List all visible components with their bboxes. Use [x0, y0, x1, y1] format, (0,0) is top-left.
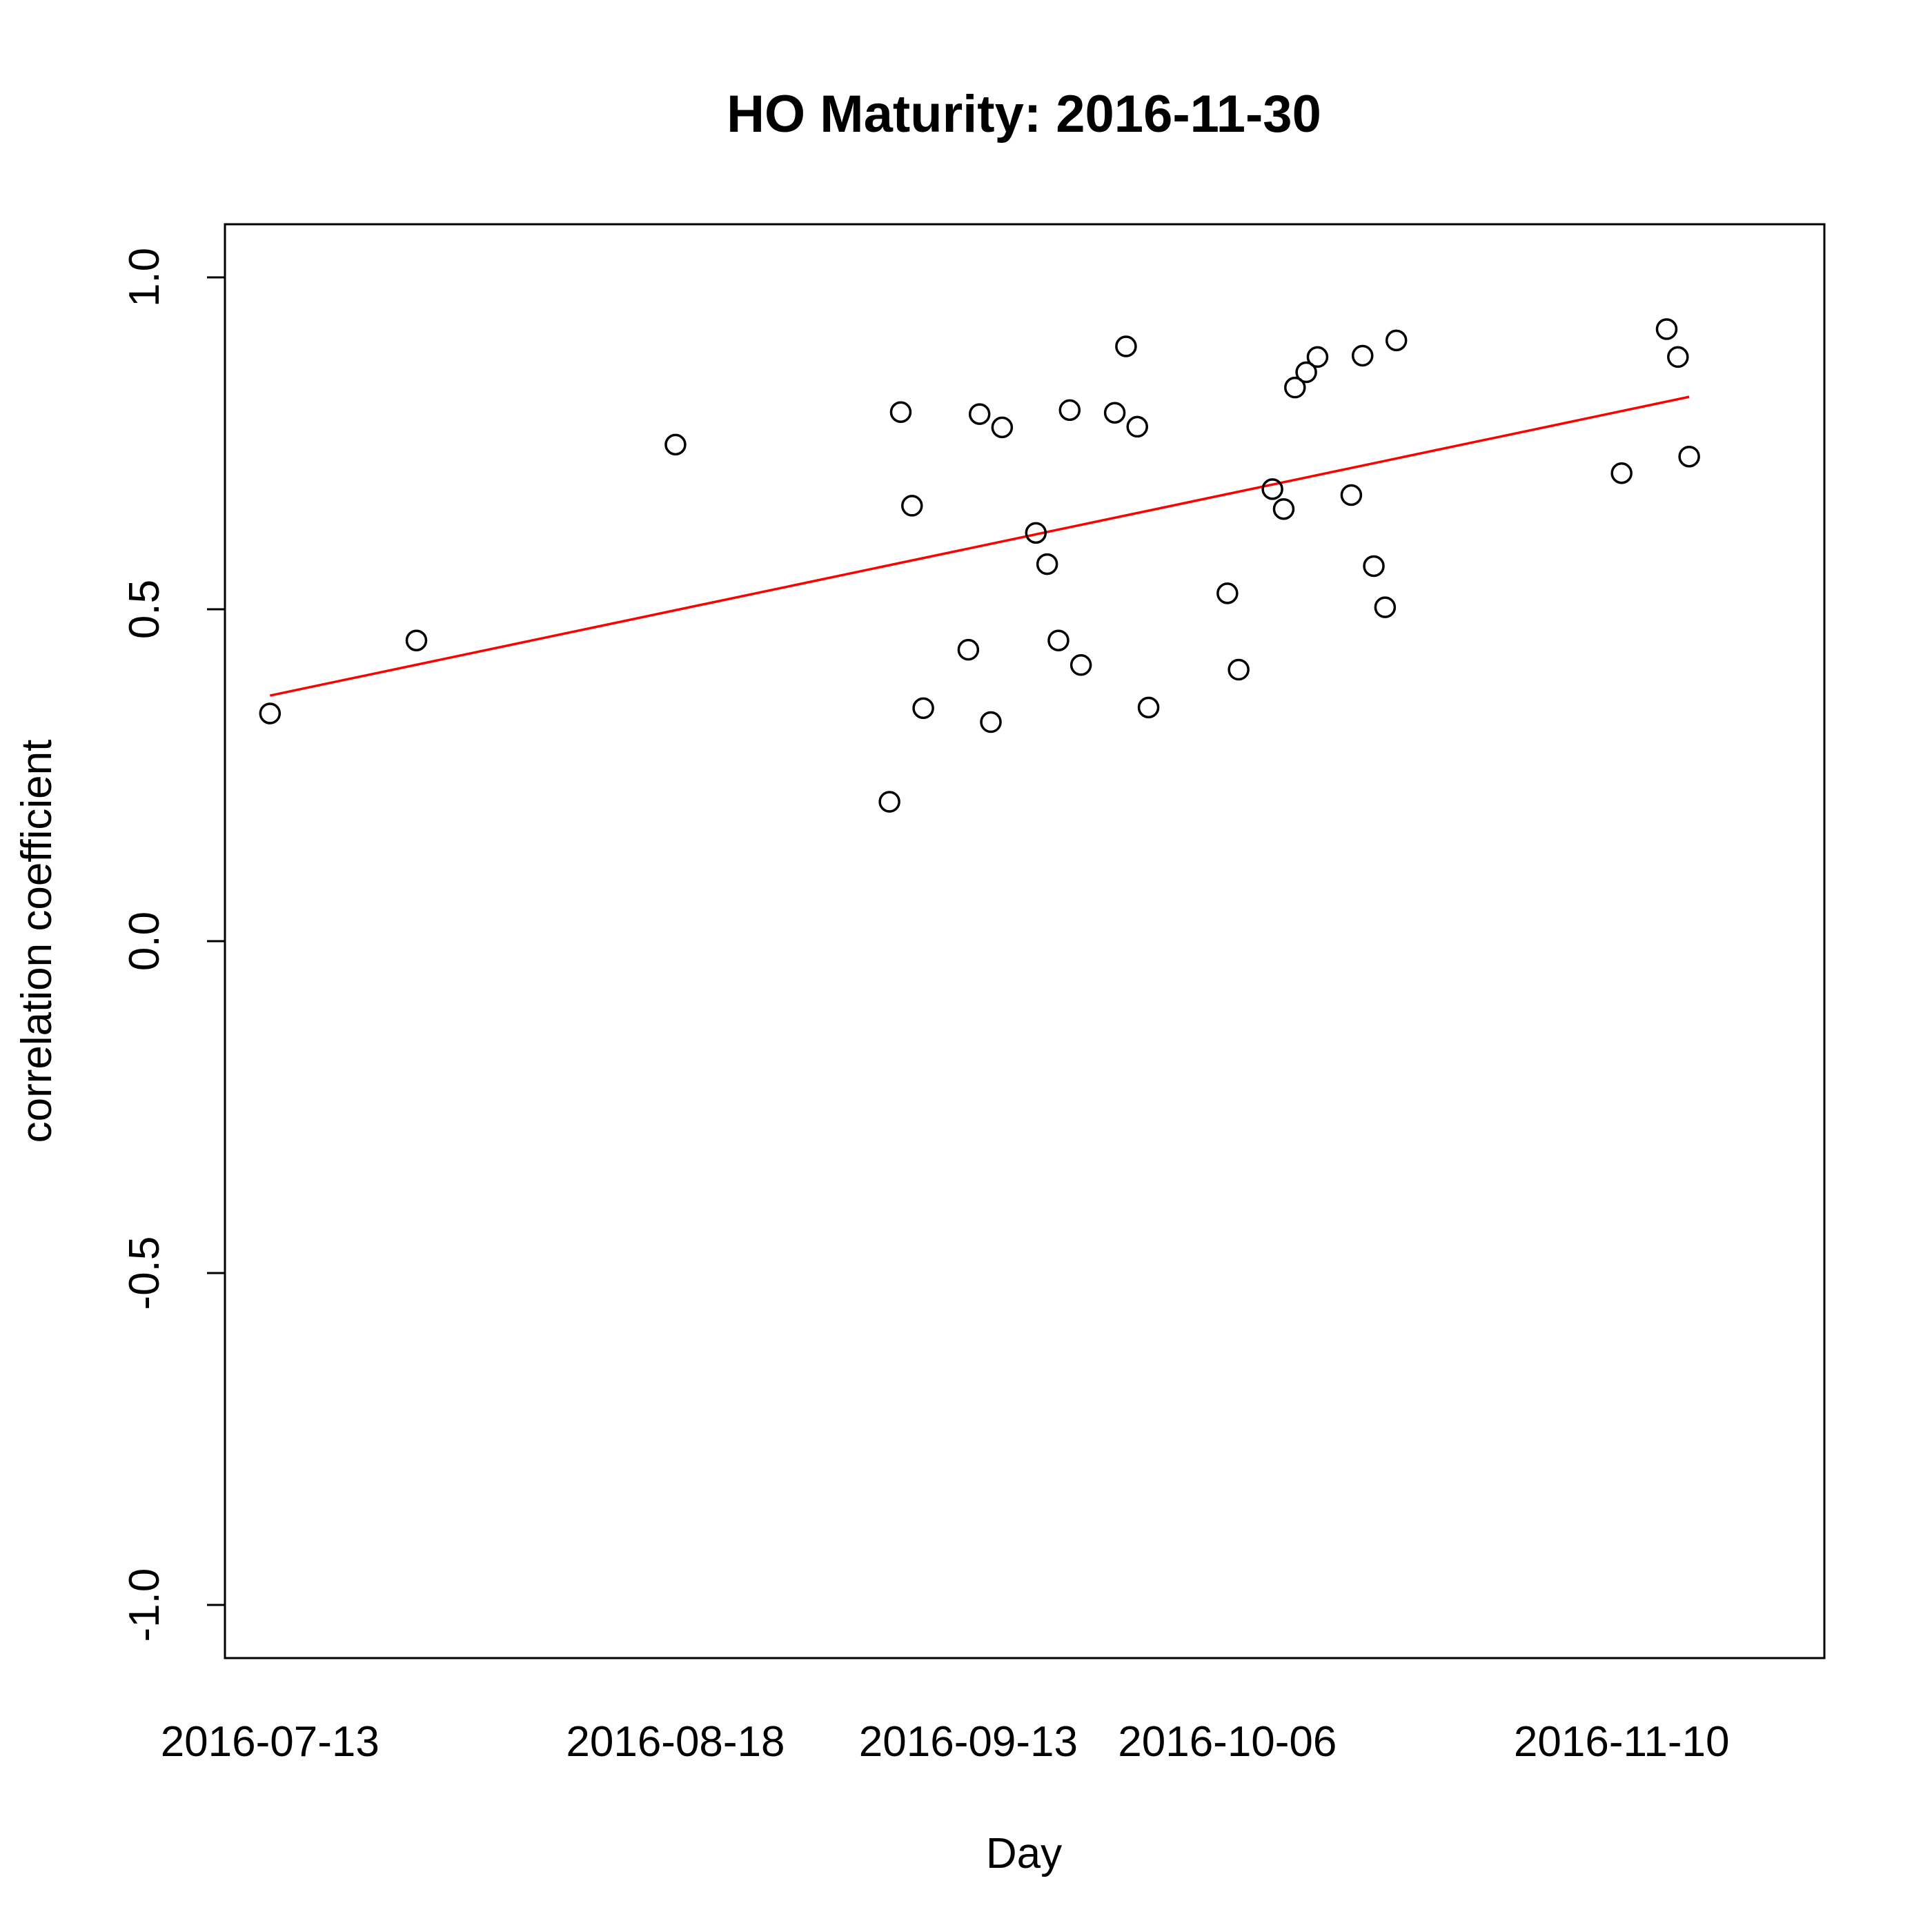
- data-point: [664, 433, 687, 456]
- chart-title: HO Maturity: 2016-11-30: [727, 85, 1321, 144]
- data-point: [1655, 318, 1678, 340]
- data-point: [1385, 329, 1408, 352]
- trend-line: [269, 395, 1690, 697]
- data-point: [1610, 462, 1633, 484]
- data-point: [1340, 484, 1363, 506]
- trend-line-group: [269, 395, 1690, 697]
- x-tick-label: 2016-09-13: [859, 1718, 1078, 1766]
- data-point: [1306, 346, 1329, 368]
- data-point: [259, 702, 282, 724]
- data-point: [878, 791, 900, 813]
- data-point: [1351, 344, 1374, 367]
- x-tick-label: 2016-10-06: [1118, 1718, 1337, 1766]
- data-point: [968, 403, 991, 425]
- data-point: [1295, 361, 1317, 384]
- data-point: [1272, 497, 1295, 520]
- data-point: [912, 697, 934, 720]
- y-tick-label: 0.0: [121, 911, 168, 971]
- data-point: [1025, 522, 1047, 544]
- data-point: [1228, 658, 1250, 681]
- data-point: [1261, 478, 1283, 500]
- data-point: [1103, 402, 1126, 424]
- x-tick-label: 2016-11-10: [1514, 1718, 1730, 1766]
- data-point: [1047, 629, 1070, 651]
- data-point: [980, 711, 1002, 733]
- data-point: [1678, 445, 1700, 468]
- y-axis-label: correlation coefficient: [13, 740, 61, 1143]
- y-tick-label: -0.5: [121, 1236, 168, 1310]
- data-point: [1058, 399, 1081, 422]
- data-point: [1374, 596, 1397, 618]
- y-tick-label: 1.0: [121, 248, 168, 307]
- data-point: [889, 401, 912, 424]
- y-tick-label: -1.0: [121, 1568, 168, 1642]
- data-point: [991, 416, 1014, 439]
- data-points: [259, 318, 1700, 813]
- data-point: [1284, 376, 1306, 399]
- data-point: [1137, 696, 1160, 719]
- data-point: [405, 629, 428, 651]
- data-point: [1126, 415, 1148, 438]
- x-axis-label: Day: [986, 1830, 1062, 1877]
- x-tick-label: 2016-08-18: [566, 1718, 785, 1766]
- data-point: [1363, 555, 1385, 578]
- x-tick-label: 2016-07-13: [161, 1718, 379, 1766]
- data-point: [1115, 335, 1137, 357]
- data-point: [1216, 582, 1239, 604]
- y-axis: -1.0 -0.5 0.0 0.5 1.0: [121, 248, 225, 1642]
- y-tick-label: 0.5: [121, 580, 168, 639]
- data-point: [1667, 346, 1689, 368]
- plot-frame: [224, 223, 1826, 1659]
- data-point: [1070, 654, 1092, 676]
- data-point: [901, 495, 923, 517]
- x-axis: 2016-07-13 2016-08-18 2016-09-13 2016-10-06…: [161, 1718, 1730, 1766]
- data-point: [957, 638, 980, 661]
- data-point: [1036, 553, 1058, 575]
